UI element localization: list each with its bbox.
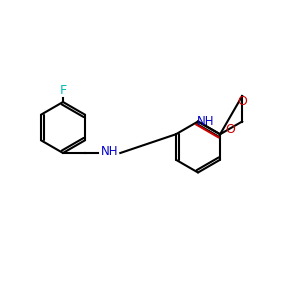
Text: NH: NH bbox=[197, 115, 214, 128]
Text: O: O bbox=[226, 123, 236, 136]
Text: NH: NH bbox=[100, 145, 118, 158]
Text: F: F bbox=[59, 85, 67, 98]
Text: O: O bbox=[237, 95, 247, 108]
